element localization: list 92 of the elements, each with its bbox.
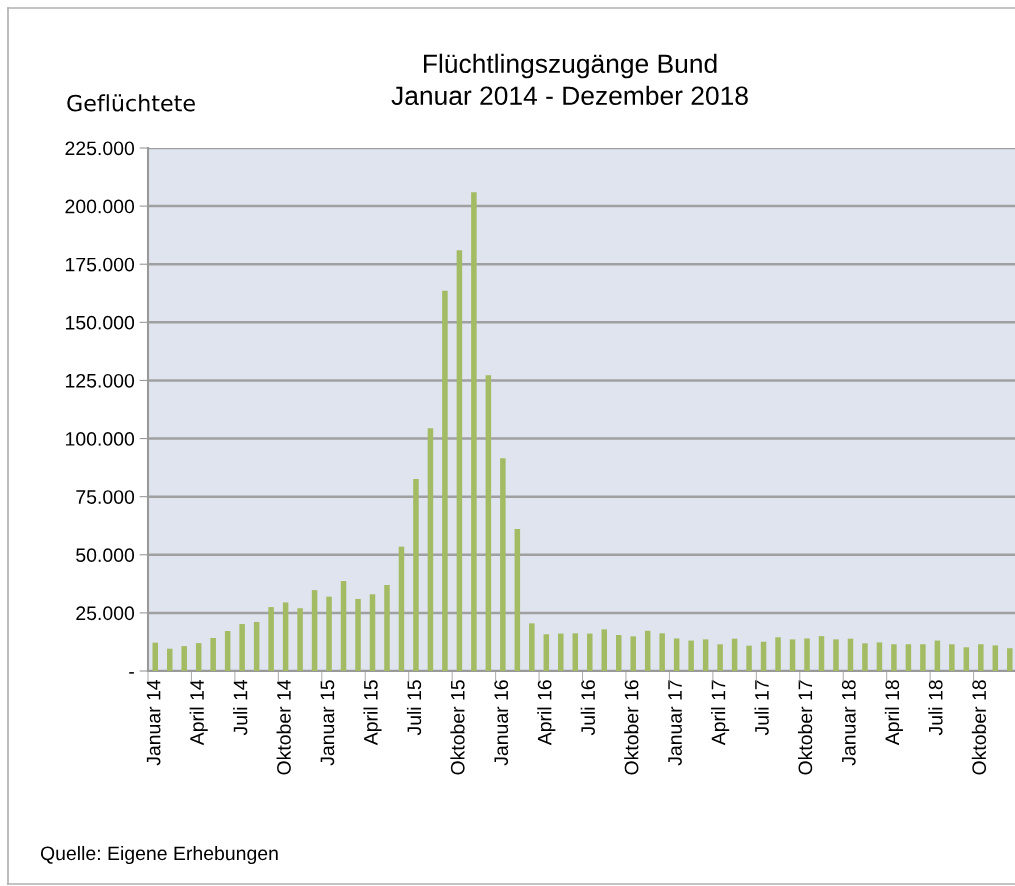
bar bbox=[529, 623, 535, 671]
x-tick-label: Januar 16 bbox=[494, 680, 509, 766]
bar bbox=[949, 644, 955, 671]
bar bbox=[471, 192, 477, 671]
y-tick-label: 50.000 bbox=[76, 548, 135, 563]
bar bbox=[1007, 648, 1013, 671]
x-tick-label: Juli 16 bbox=[580, 680, 595, 736]
bar bbox=[413, 479, 419, 671]
x-tick-label: Januar 15 bbox=[320, 680, 335, 766]
y-tick-label: - bbox=[129, 672, 134, 674]
x-tick-label: Januar 14 bbox=[146, 679, 161, 766]
bar bbox=[224, 631, 231, 671]
x-tick-label: Oktober 16 bbox=[624, 680, 639, 775]
bar bbox=[978, 644, 984, 671]
x-tick-label: Juli 14 bbox=[233, 679, 248, 736]
y-tick-label: 25.000 bbox=[76, 606, 135, 621]
bar bbox=[442, 290, 448, 671]
bar bbox=[181, 646, 187, 671]
y-tick-label: 75.000 bbox=[76, 490, 135, 504]
bar bbox=[920, 644, 926, 671]
y-tick-label: 100.000 bbox=[66, 432, 135, 446]
bar bbox=[891, 644, 897, 671]
y-tick-label: 125.000 bbox=[66, 373, 135, 388]
x-tick-label: April 14 bbox=[189, 679, 208, 746]
x-tick-label: April 17 bbox=[711, 680, 730, 746]
bar bbox=[587, 633, 593, 671]
source-note: Quelle: Eigene Erhebungen bbox=[40, 845, 278, 865]
bar bbox=[485, 375, 492, 671]
x-tick-label: April 18 bbox=[884, 680, 903, 746]
bar bbox=[601, 629, 607, 671]
bar bbox=[659, 633, 665, 671]
x-tick-label: Juli 15 bbox=[406, 680, 422, 736]
bar bbox=[630, 636, 636, 671]
bar bbox=[398, 546, 405, 671]
bar bbox=[253, 621, 260, 671]
bar bbox=[195, 643, 202, 671]
x-tick-label: Juli 18 bbox=[928, 680, 943, 736]
bar bbox=[558, 633, 564, 671]
chart-subtitle: Januar 2014 - Dezember 2018 bbox=[391, 85, 748, 106]
y-tick-label: 150.000 bbox=[66, 315, 135, 330]
bar bbox=[833, 639, 839, 671]
bar bbox=[992, 645, 999, 671]
bar bbox=[543, 634, 550, 671]
bar bbox=[963, 647, 970, 671]
x-tick-label: April 15 bbox=[363, 680, 382, 746]
bar bbox=[804, 638, 810, 671]
bar bbox=[862, 643, 868, 671]
bar bbox=[239, 624, 245, 671]
y-tick-label: 175.000 bbox=[66, 257, 135, 272]
bar bbox=[268, 607, 274, 671]
x-tick-label: Oktober 15 bbox=[450, 680, 465, 775]
bar bbox=[500, 458, 506, 671]
y-tick-label: 225.000 bbox=[65, 141, 135, 156]
bar bbox=[760, 641, 767, 671]
bar bbox=[615, 634, 622, 671]
bar bbox=[369, 594, 376, 671]
bar bbox=[427, 428, 434, 671]
bar bbox=[311, 590, 318, 671]
bar bbox=[789, 639, 796, 671]
bar bbox=[818, 636, 825, 671]
x-tick-label: Oktober 18 bbox=[971, 680, 987, 775]
bar bbox=[847, 638, 854, 671]
y-tick-label: 200.000 bbox=[65, 199, 135, 214]
bar bbox=[775, 637, 781, 671]
x-tick-label: April 16 bbox=[537, 680, 556, 746]
bar bbox=[355, 598, 361, 671]
bar bbox=[340, 581, 347, 671]
bar bbox=[297, 608, 303, 671]
x-tick-label: Oktober 17 bbox=[797, 680, 813, 775]
x-tick-label: Januar 18 bbox=[841, 680, 856, 766]
bar bbox=[326, 596, 332, 671]
x-tick-label: Oktober 14 bbox=[276, 679, 291, 775]
bar bbox=[673, 638, 680, 671]
chart-title: Flüchtlingszugänge Bund bbox=[424, 53, 717, 79]
bar bbox=[644, 630, 651, 671]
bar bbox=[731, 638, 738, 671]
bar bbox=[746, 645, 752, 671]
x-tick-label: Juli 17 bbox=[754, 680, 769, 736]
y-axis-title: Geflüchtete bbox=[67, 94, 195, 112]
bar bbox=[210, 637, 216, 671]
bar bbox=[456, 250, 463, 671]
bar bbox=[702, 639, 709, 671]
x-tick-label: Januar 17 bbox=[668, 680, 682, 766]
bar bbox=[514, 528, 521, 671]
bar bbox=[384, 585, 390, 671]
bar bbox=[152, 642, 158, 671]
bar bbox=[876, 642, 883, 671]
bar bbox=[282, 602, 289, 671]
bar bbox=[717, 644, 723, 671]
bar bbox=[572, 633, 579, 671]
bar bbox=[905, 644, 912, 671]
bar bbox=[688, 640, 694, 671]
